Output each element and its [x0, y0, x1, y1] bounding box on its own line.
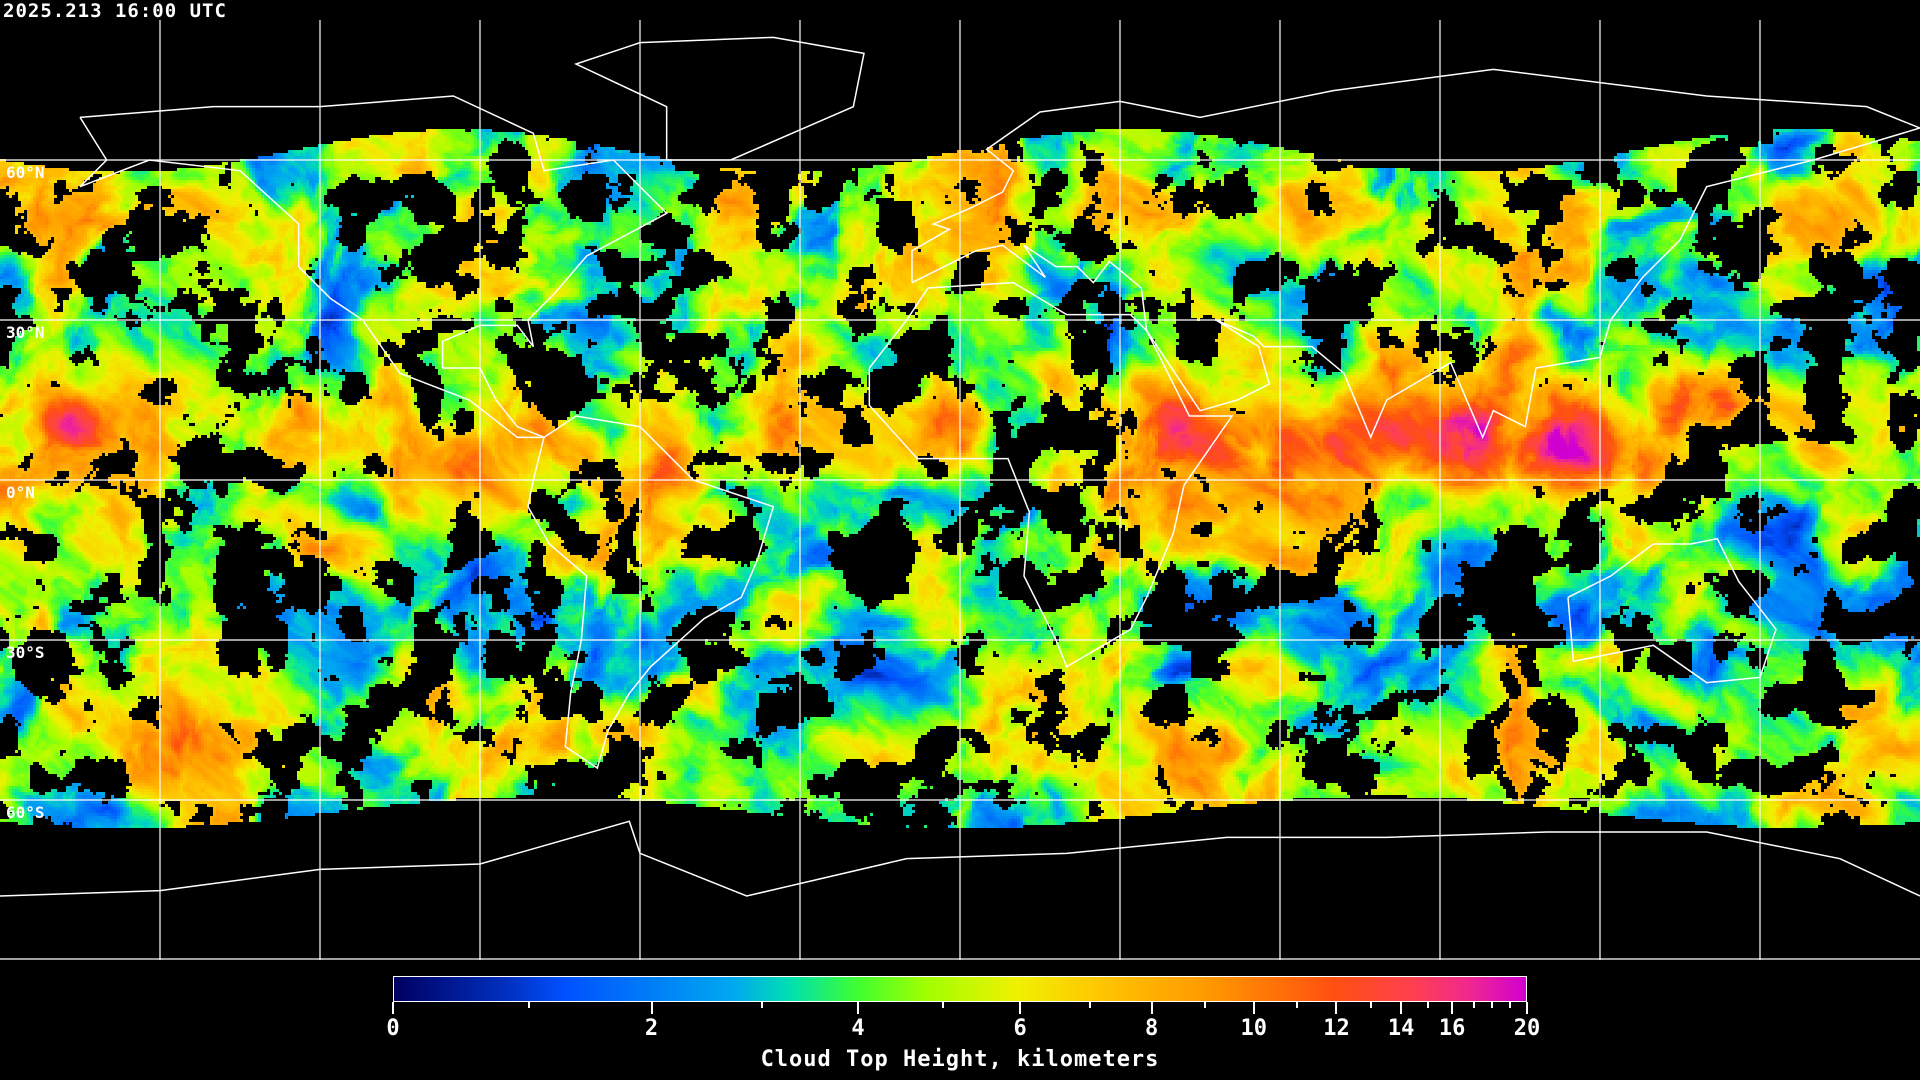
coastlines — [0, 36, 1920, 897]
coastline-australia — [1567, 537, 1777, 684]
lat-label-60s: 60°S — [6, 803, 45, 822]
tick-label: 2 — [644, 1016, 659, 1041]
minor-tick — [1369, 1002, 1372, 1008]
minor-tick — [528, 1002, 531, 1008]
lat-label-30n: 30°N — [6, 323, 45, 342]
lat-label-30s: 30°S — [6, 643, 45, 662]
major-tick — [650, 1002, 653, 1014]
minor-tick — [1508, 1002, 1511, 1008]
coastline-greenland — [573, 36, 865, 161]
minor-tick — [1472, 1002, 1475, 1008]
major-tick — [1335, 1002, 1338, 1014]
tick-label: 16 — [1438, 1016, 1466, 1041]
minor-tick — [1089, 1002, 1092, 1008]
tick-label: 14 — [1387, 1016, 1415, 1041]
map-overlay — [0, 20, 1920, 960]
lat-label-60n: 60°N — [6, 163, 45, 182]
colorbar-ticks: 0 2 4 6 8 10 12 14 16 20 — [386, 1002, 1540, 1062]
minor-tick — [1490, 1002, 1493, 1008]
major-tick — [392, 1002, 394, 1014]
tick-label: 8 — [1145, 1016, 1159, 1041]
lat-label-0n: 0°N — [6, 483, 35, 502]
coastline-antarctica — [0, 820, 1920, 897]
colorbar-title: Cloud Top Height, kilometers — [760, 1047, 1160, 1072]
tick-label: 4 — [851, 1016, 865, 1041]
coastline-south-america — [527, 415, 775, 770]
major-tick — [1526, 1002, 1528, 1014]
coastline-eurasia — [911, 68, 1920, 440]
colorbar — [393, 976, 1527, 1002]
tick-label: 0 — [386, 1016, 400, 1041]
tick-label: 10 — [1240, 1016, 1267, 1041]
tick-label: 20 — [1513, 1016, 1541, 1041]
major-tick — [1150, 1002, 1153, 1014]
coastline-north-america — [79, 95, 668, 439]
major-tick — [1252, 1002, 1255, 1014]
major-tick — [1451, 1002, 1454, 1014]
minor-tick — [1295, 1002, 1298, 1008]
coastline-africa — [868, 281, 1234, 668]
minor-tick — [941, 1002, 944, 1008]
major-tick — [856, 1002, 859, 1014]
graticule — [0, 20, 1920, 960]
cloud-top-height-map: 2025.213 16:00 UTC 60°N 30°N 0°N 30°S 60… — [0, 0, 1920, 960]
major-tick — [1400, 1002, 1403, 1014]
tick-label: 12 — [1323, 1016, 1350, 1041]
major-tick — [1019, 1002, 1022, 1014]
tick-label: 6 — [1013, 1016, 1027, 1041]
timestamp-label: 2025.213 16:00 UTC — [3, 0, 227, 22]
minor-tick — [760, 1002, 763, 1008]
minor-tick — [1203, 1002, 1206, 1008]
minor-tick — [1427, 1002, 1430, 1008]
